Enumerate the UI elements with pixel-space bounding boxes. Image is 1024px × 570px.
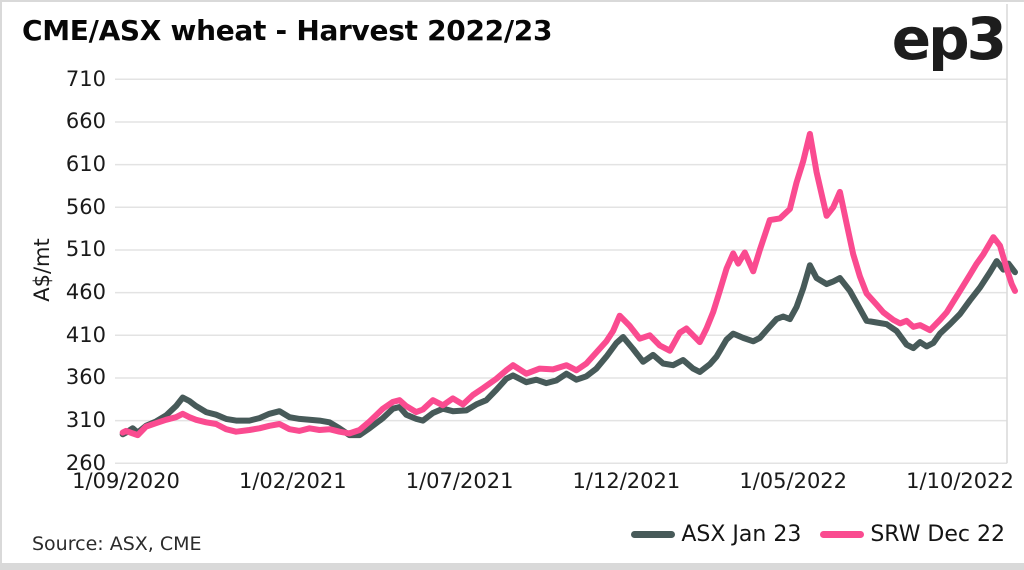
asx-line-swatch-icon <box>631 531 676 538</box>
bottom-border-bar <box>2 563 1024 570</box>
x-tick-1-10-2022: 1/10/2022 <box>906 469 1014 493</box>
ep3-logo: ep3 <box>891 5 1007 73</box>
legend-item-srw-dec-22: SRW Dec 22 <box>820 522 1005 547</box>
legend: ASX Jan 23 SRW Dec 22 <box>631 522 1005 547</box>
y-tick-310: 310 <box>65 408 106 433</box>
legend-item-asx-jan-23: ASX Jan 23 <box>631 522 801 547</box>
legend-label-asx: ASX Jan 23 <box>681 522 802 547</box>
y-tick-410: 410 <box>65 322 106 347</box>
source-note: Source: ASX, CME <box>32 533 202 555</box>
y-tick-660: 660 <box>65 109 106 134</box>
x-tick-1-09-2020: 1/09/2020 <box>72 469 180 493</box>
page-title: CME/ASX wheat - Harvest 2022/23 <box>22 14 553 47</box>
y-tick-610: 610 <box>65 152 106 177</box>
y-tick-460: 460 <box>65 280 106 305</box>
y-tick-710: 710 <box>65 66 106 91</box>
x-tick-1-12-2021: 1/12/2021 <box>572 469 681 493</box>
x-tick-1-07-2021: 1/07/2021 <box>405 469 514 493</box>
srw-line-swatch-icon <box>820 531 865 538</box>
y-tick-260: 260 <box>65 450 106 475</box>
legend-label-srw: SRW Dec 22 <box>870 522 1005 547</box>
y-tick-560: 560 <box>65 194 106 219</box>
series-line-srw-dec-22 <box>119 130 1018 439</box>
x-tick-1-05-2022: 1/05/2022 <box>739 469 848 493</box>
x-tick-1-02-2021: 1/02/2021 <box>238 469 347 493</box>
series-line-asx-jan-23 <box>119 258 1018 439</box>
y-tick-360: 360 <box>65 365 106 390</box>
y-tick-510: 510 <box>65 237 106 262</box>
